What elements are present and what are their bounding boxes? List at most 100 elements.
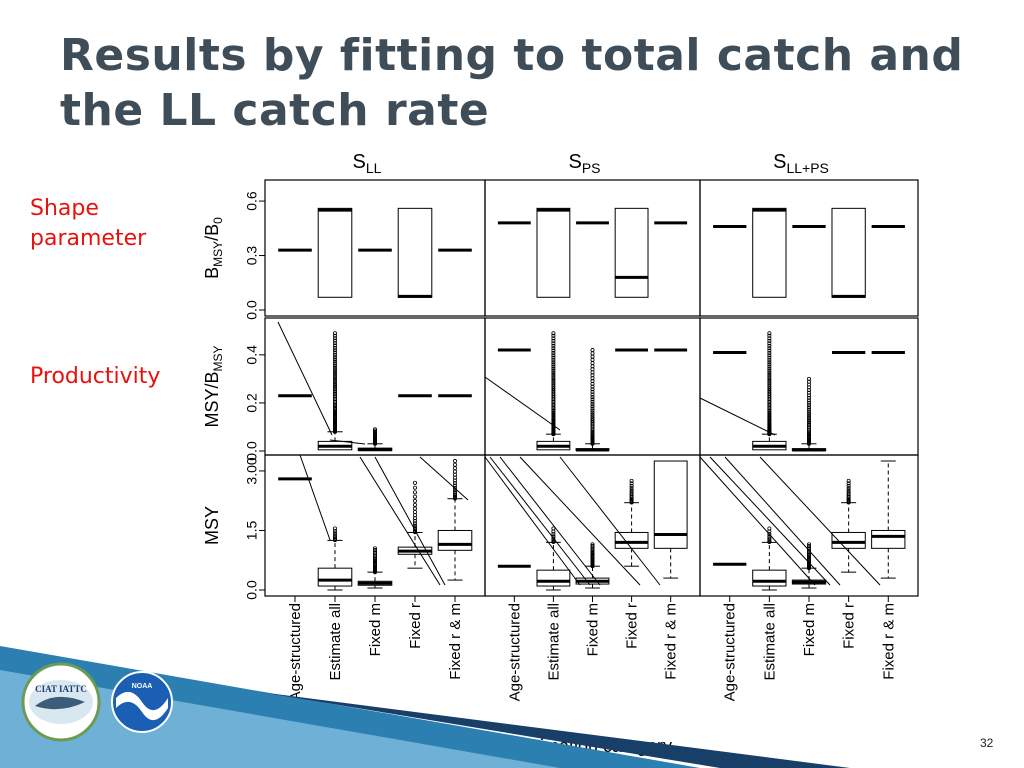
outlier-point xyxy=(807,376,812,381)
outlier-point xyxy=(551,388,556,393)
outlier-point xyxy=(332,336,337,341)
x-tick-label: Fixed r xyxy=(841,603,858,649)
outlier-point xyxy=(590,389,595,394)
outlier-point xyxy=(551,411,556,416)
outlier-point xyxy=(332,375,337,380)
y-axis-title-subscript: MSY xyxy=(211,345,225,371)
outlier-point xyxy=(332,363,337,368)
outlier-point xyxy=(807,407,812,412)
x-tick-label: Fixed r & m xyxy=(880,603,897,680)
overlay-line xyxy=(277,321,333,436)
outlier-point xyxy=(807,388,812,393)
outlier-point xyxy=(412,502,417,507)
outlier-point xyxy=(332,361,337,366)
outlier-point xyxy=(551,366,556,371)
y-tick-label: 0.0 xyxy=(244,580,260,600)
overlay-line xyxy=(329,439,366,445)
outlier-point xyxy=(767,370,772,375)
column-header: SLL xyxy=(353,151,382,176)
outlier-point xyxy=(332,370,337,375)
outlier-point xyxy=(412,490,417,495)
outlier-point xyxy=(551,536,556,541)
box xyxy=(614,207,649,298)
x-tick-label: Fixed r & m xyxy=(447,603,464,680)
outlier-point xyxy=(551,333,556,338)
outlier-point xyxy=(767,388,772,393)
box xyxy=(614,531,649,549)
outlier-point xyxy=(551,338,556,343)
outlier-point xyxy=(551,377,556,382)
outlier-point xyxy=(590,408,595,413)
outlier-point xyxy=(807,409,812,414)
column-header-subscript: LL+PS xyxy=(786,160,828,176)
outlier-point xyxy=(767,410,772,415)
outlier-point xyxy=(590,402,595,407)
outlier-point xyxy=(551,526,556,531)
column-header-subscript: PS xyxy=(582,160,601,176)
outlier-point xyxy=(372,429,377,434)
outlier-point xyxy=(332,377,337,382)
y-axis-title-text: /B xyxy=(202,224,222,241)
overlay-line xyxy=(374,456,446,586)
y-tick-label: 0.0 xyxy=(244,441,260,461)
outlier-point xyxy=(590,351,595,356)
outlier-point xyxy=(629,481,634,486)
outlier-point xyxy=(332,405,337,410)
outlier-point xyxy=(551,364,556,369)
outlier-point xyxy=(807,552,812,557)
panel-frame xyxy=(699,179,919,317)
outlier-point xyxy=(807,398,812,403)
outlier-point xyxy=(551,380,556,385)
y-tick-label: 0.6 xyxy=(244,191,260,211)
outlier-point xyxy=(767,413,772,418)
x-tick-label: Estimate all xyxy=(545,603,562,681)
outlier-point xyxy=(767,375,772,380)
outlier-point xyxy=(767,536,772,541)
outlier-point xyxy=(767,353,772,358)
box xyxy=(536,569,571,587)
outlier-point xyxy=(551,386,556,391)
outlier-point xyxy=(807,411,812,416)
outlier-point xyxy=(807,421,812,426)
side-label-productivity: Productivity xyxy=(30,364,161,389)
outlier-point xyxy=(807,395,812,400)
outlier-point xyxy=(767,532,772,537)
outlier-point xyxy=(846,491,851,496)
outlier-point xyxy=(846,486,851,491)
outlier-point xyxy=(332,352,337,357)
overlay-line xyxy=(699,397,776,436)
outlier-point xyxy=(452,466,457,471)
overlay-line xyxy=(299,454,331,541)
outlier-point xyxy=(807,417,812,422)
outlier-point xyxy=(590,348,595,353)
outlier-point xyxy=(767,343,772,348)
x-tick-label: Fixed m xyxy=(585,603,602,656)
ciat-iattc-logo: CIAT IATTC xyxy=(21,662,101,742)
outlier-point xyxy=(452,494,457,499)
outlier-point xyxy=(551,368,556,373)
outlier-point xyxy=(332,381,337,386)
outlier-point xyxy=(629,491,634,496)
outlier-point xyxy=(590,552,595,557)
outlier-point xyxy=(590,394,595,399)
outlier-point xyxy=(551,343,556,348)
outlier-point xyxy=(372,546,377,551)
outlier-point xyxy=(767,333,772,338)
outlier-point xyxy=(590,416,595,421)
outlier-point xyxy=(551,341,556,346)
outlier-point xyxy=(807,544,812,549)
y-axis-title: MSY xyxy=(202,506,222,545)
overlay-line xyxy=(759,456,881,586)
outlier-point xyxy=(590,432,595,437)
outlier-point xyxy=(807,390,812,395)
noaa-logo-text: NOAA xyxy=(132,683,153,690)
column-header-base: S xyxy=(568,151,581,173)
outlier-point xyxy=(767,373,772,378)
outlier-point xyxy=(767,379,772,384)
x-tick-label: Estimate all xyxy=(327,603,344,681)
noaa-logo: NOAA xyxy=(111,671,173,733)
outlier-point xyxy=(452,469,457,474)
logo-area: CIAT IATTC NOAA xyxy=(0,646,850,768)
outlier-point xyxy=(551,379,556,384)
outlier-point xyxy=(412,506,417,511)
